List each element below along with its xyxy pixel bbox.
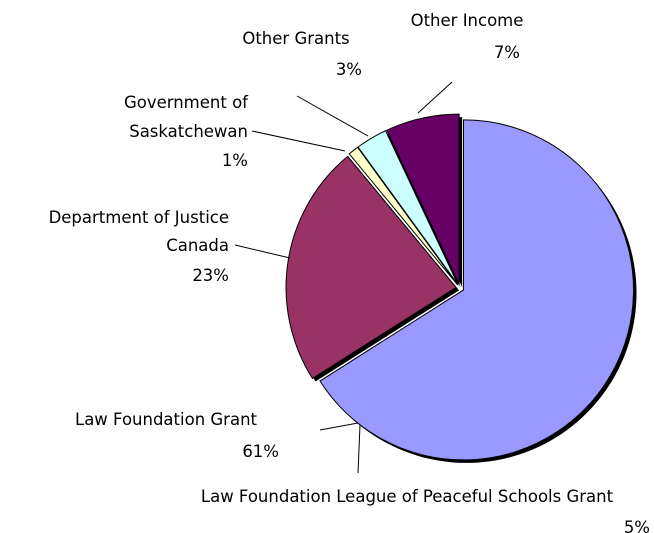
label-other-income-percent: 7%	[494, 43, 520, 62]
leader-line-law-foundation	[319, 422, 359, 431]
slice-other-income	[386, 113, 460, 285]
label-other-income-name: Other Income	[411, 11, 524, 30]
slice-department-of-justice	[285, 155, 457, 380]
leader-line-other-grants	[296, 95, 369, 137]
leader-line-other-income	[417, 81, 453, 114]
leader-line-league	[357, 424, 361, 474]
leader-line-justice	[234, 244, 291, 259]
slice-government-of-saskatchewan	[348, 146, 458, 286]
label-justice-line1: Department of Justice	[49, 208, 229, 227]
slice-other-grants	[357, 130, 459, 285]
label-other-grants-percent: 3%	[336, 60, 362, 79]
label-law-foundation-percent: 61%	[242, 442, 279, 461]
pie-slices	[285, 113, 634, 461]
label-government-percent: 1%	[222, 151, 248, 170]
label-league-name: Law Foundation League of Peaceful School…	[201, 487, 614, 506]
label-government-line1: Government of	[124, 93, 249, 112]
label-other-grants-name: Other Grants	[242, 29, 349, 48]
label-justice-percent: 23%	[192, 266, 229, 285]
label-league-percent: 5%	[624, 518, 650, 533]
slice-law-foundation	[319, 119, 634, 461]
label-government-line2: Saskatchewan	[129, 122, 248, 141]
label-law-foundation-name: Law Foundation Grant	[75, 410, 258, 429]
label-justice-line2: Canada	[166, 236, 229, 255]
leader-line-government	[251, 130, 346, 152]
